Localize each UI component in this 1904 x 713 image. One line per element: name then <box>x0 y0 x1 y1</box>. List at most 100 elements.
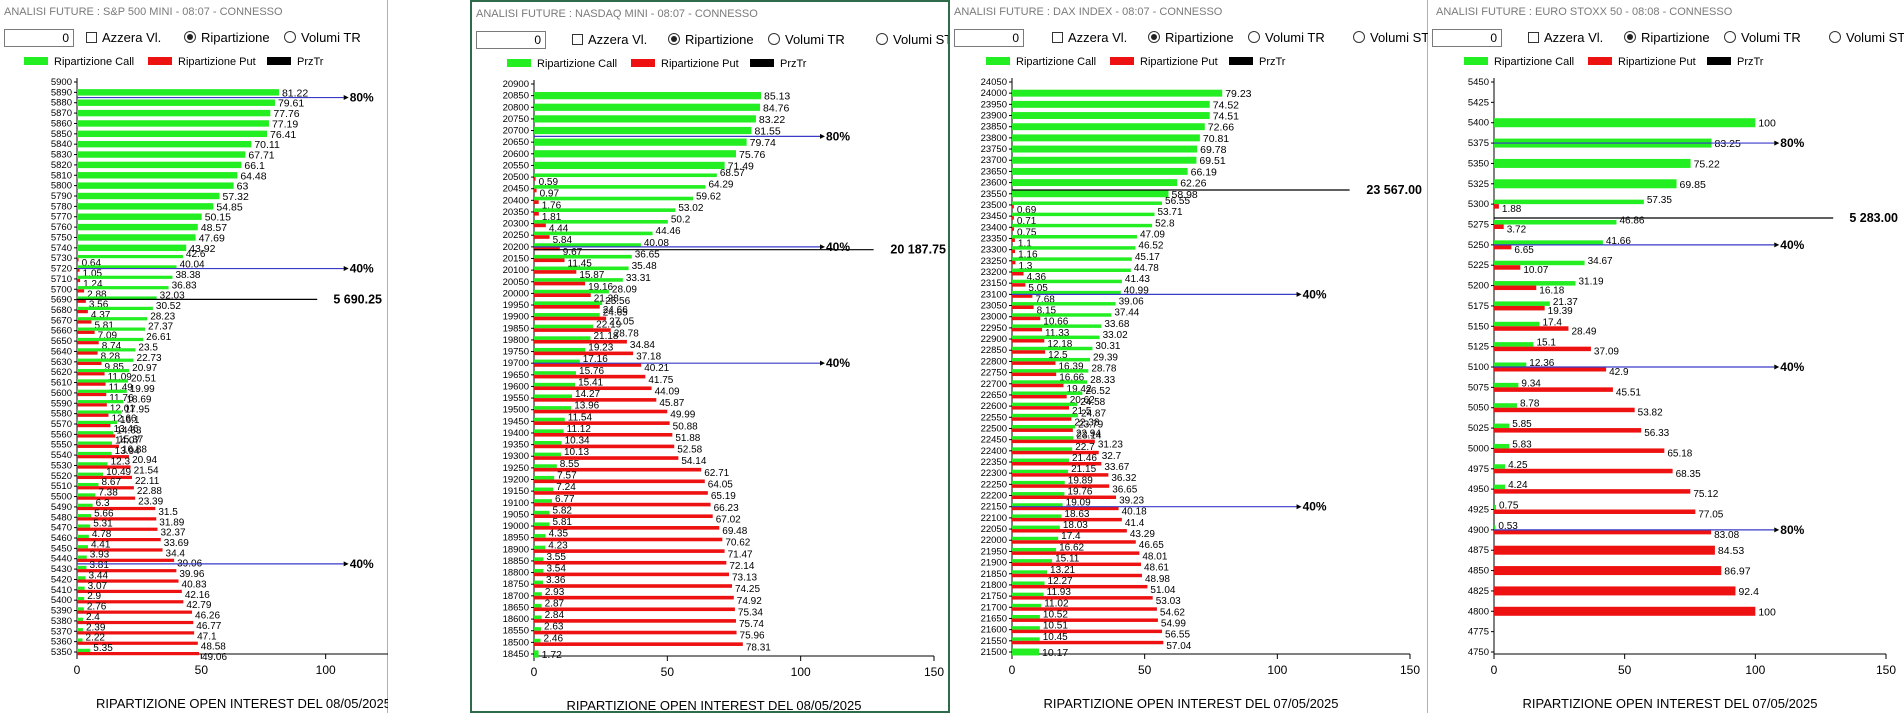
bar-put <box>77 486 134 490</box>
radio-volumi-st[interactable] <box>1353 31 1365 43</box>
data-label-call: 31.19 <box>1579 277 1604 288</box>
y-tick-label: 22950 <box>981 323 1007 334</box>
y-tick-label: 5560 <box>51 429 72 440</box>
reset-checkbox[interactable] <box>1052 32 1063 43</box>
reset-checkbox[interactable] <box>1528 32 1539 43</box>
y-tick-label: 23600 <box>981 178 1007 189</box>
data-label-call: 3.55 <box>546 552 566 563</box>
y-tick-label: 19550 <box>503 393 529 404</box>
data-label-call: 53.02 <box>678 203 703 214</box>
data-label-call: 21.15 <box>1071 464 1096 475</box>
data-label-call: 37.44 <box>1114 308 1139 319</box>
radio-ripartizione[interactable] <box>1148 31 1160 43</box>
bar-call <box>1012 402 1078 407</box>
radio-volumi-tr[interactable] <box>284 31 296 43</box>
bar-put <box>77 361 102 366</box>
data-label-call: 2.22 <box>86 633 106 644</box>
data-label-put: 10.07 <box>1523 265 1548 276</box>
bar-call <box>1012 380 1088 384</box>
bar-put <box>1012 316 1041 321</box>
bar-put <box>77 600 184 604</box>
radio-volumi-tr[interactable] <box>768 33 780 45</box>
offset-input[interactable]: 0 <box>476 31 546 49</box>
bar-put <box>1494 285 1537 291</box>
radio-volumi-st[interactable] <box>876 33 888 45</box>
data-label-put: 16.66 <box>1059 373 1084 384</box>
offset-input[interactable]: 0 <box>954 29 1024 47</box>
offset-input[interactable]: 0 <box>1432 29 1502 47</box>
price-label: 23 567.00 <box>1366 183 1422 197</box>
data-label-put: 7.09 <box>98 331 118 342</box>
x-tick-label: 50 <box>1138 663 1152 677</box>
bar-put <box>534 549 725 553</box>
bar-put <box>534 223 546 228</box>
y-tick-label: 20400 <box>503 195 529 206</box>
data-label-call: 11.12 <box>567 424 592 435</box>
bar-put <box>1494 326 1569 331</box>
data-label-call: 10.34 <box>565 436 590 447</box>
y-tick-label: 5360 <box>51 637 72 648</box>
bar-call <box>77 337 144 342</box>
threshold-label: 40% <box>826 240 850 254</box>
data-label-call: 40.04 <box>180 260 205 271</box>
bar-call <box>534 615 542 620</box>
y-tick-label: 5470 <box>51 523 72 534</box>
y-tick-label: 19750 <box>503 347 529 358</box>
y-tick-label: 5590 <box>51 398 72 409</box>
y-tick-label: 5250 <box>1468 240 1489 251</box>
data-label-put: 11.45 <box>568 258 593 269</box>
data-label-call: 20.51 <box>131 374 156 385</box>
radio-ripartizione[interactable] <box>1624 31 1636 43</box>
bar-put <box>1012 517 1122 522</box>
bar-put <box>1494 448 1665 453</box>
radio-volumi-tr[interactable] <box>1248 31 1260 43</box>
bar-call <box>534 289 609 294</box>
bar-put <box>1012 573 1142 578</box>
data-label-put: 11.76 <box>109 393 134 404</box>
data-label-call: 14.07 <box>115 436 140 447</box>
data-label-put: 4.36 <box>1027 272 1047 283</box>
bar-call <box>77 379 129 383</box>
offset-input[interactable]: 0 <box>4 29 74 47</box>
radio-volumi-st[interactable] <box>1829 31 1841 43</box>
data-label-put: 48.01 <box>1142 551 1167 562</box>
bar-call <box>77 524 91 528</box>
data-label-call: 48.57 <box>201 222 227 234</box>
radio-ripartizione[interactable] <box>668 33 680 45</box>
data-label-put: 8.28 <box>101 351 121 362</box>
data-label-put: 40.18 <box>1122 507 1147 518</box>
bar-call <box>1012 346 1093 351</box>
legend: Ripartizione Call Ripartizione Put PrzTr <box>507 58 807 70</box>
y-tick-label: 21750 <box>981 591 1007 602</box>
data-label-call: 67.71 <box>248 150 274 162</box>
chart-panel-eurostoxx: ANALISI FUTURE : EURO STOXX 50 - 08:08 -… <box>1428 0 1904 713</box>
x-tick-label: 100 <box>1745 663 1765 677</box>
bar-call <box>1012 514 1062 518</box>
y-tick-label: 19650 <box>503 370 529 381</box>
data-label-put: 8.15 <box>1037 306 1057 317</box>
reset-checkbox[interactable] <box>572 34 583 45</box>
data-label-put: 42.16 <box>185 590 210 601</box>
y-tick-label: 5125 <box>1468 342 1489 353</box>
y-tick-label: 5640 <box>51 346 72 357</box>
radio-volumi-tr[interactable] <box>1724 31 1736 43</box>
y-tick-label: 21650 <box>981 613 1007 624</box>
reset-checkbox[interactable] <box>86 32 97 43</box>
bar-put <box>1012 417 1072 421</box>
bar-call <box>77 410 122 414</box>
data-label-call: 13.94 <box>115 446 140 457</box>
threshold-arrow <box>820 244 825 250</box>
data-label-put: 21.5 <box>1072 406 1092 417</box>
bar-call <box>1012 436 1074 440</box>
radio-ripartizione[interactable] <box>184 31 196 43</box>
bar-call <box>534 336 591 340</box>
bar-call <box>1012 257 1132 261</box>
bar-put <box>534 560 727 565</box>
y-tick-label: 22900 <box>981 334 1007 345</box>
legend-call-label: Ripartizione Call <box>54 56 134 68</box>
data-label-call: 15.1 <box>1536 338 1556 349</box>
data-label-call: 5.85 <box>1512 419 1532 430</box>
data-label-put: 21.54 <box>134 465 159 476</box>
y-tick-label: 5490 <box>51 502 72 513</box>
bar-call <box>1012 559 1053 563</box>
